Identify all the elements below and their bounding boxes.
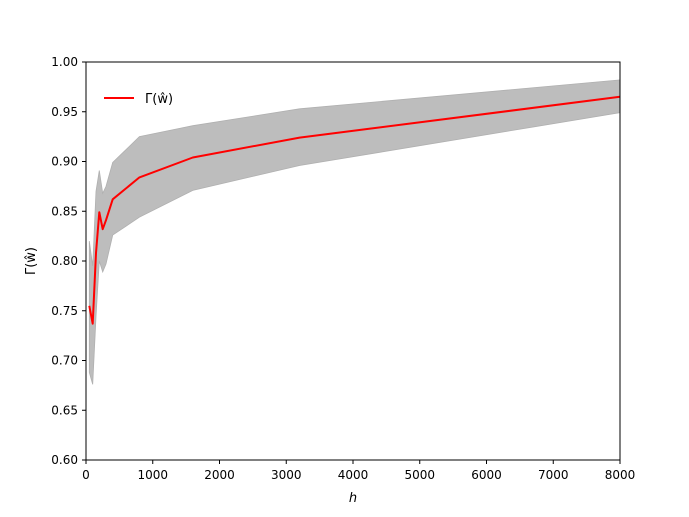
y-tick-label: 0.65 (51, 403, 78, 417)
y-tick-label: 0.75 (51, 304, 78, 318)
series-line-layer (88, 95, 621, 325)
x-tick-label: 8000 (605, 468, 636, 482)
y-tick-label: 0.80 (51, 254, 78, 268)
x-tick-label: 5000 (404, 468, 435, 482)
legend: Γ(ŵ) (104, 92, 173, 107)
y-tick-label: 1.00 (51, 55, 78, 69)
y-tick-label: 0.60 (51, 453, 78, 467)
x-tick-label: 7000 (538, 468, 569, 482)
x-axis-ticks: 0 1000 2000 3000 4000 5000 6000 7000 8000 (82, 460, 635, 482)
y-tick-label: 0.85 (51, 204, 78, 218)
x-tick-label: 4000 (338, 468, 369, 482)
legend-label: Γ(ŵ) (145, 92, 173, 107)
series-line-0 (88, 95, 621, 325)
x-tick-label: 0 (82, 468, 90, 482)
y-tick-label: 0.70 (51, 354, 78, 368)
x-tick-label: 1000 (137, 468, 168, 482)
y-axis-ticks: 0.60 0.65 0.70 0.75 0.80 0.85 0.90 0.95 1.00 (51, 55, 86, 467)
x-tick-label: 6000 (471, 468, 502, 482)
x-tick-label: 2000 (204, 468, 235, 482)
y-tick-label: 0.90 (51, 155, 78, 169)
y-axis-label: Γ(ŵ) (24, 247, 39, 275)
x-tick-label: 3000 (271, 468, 302, 482)
y-tick-label: 0.95 (51, 105, 78, 119)
x-axis-label: h (349, 491, 357, 506)
